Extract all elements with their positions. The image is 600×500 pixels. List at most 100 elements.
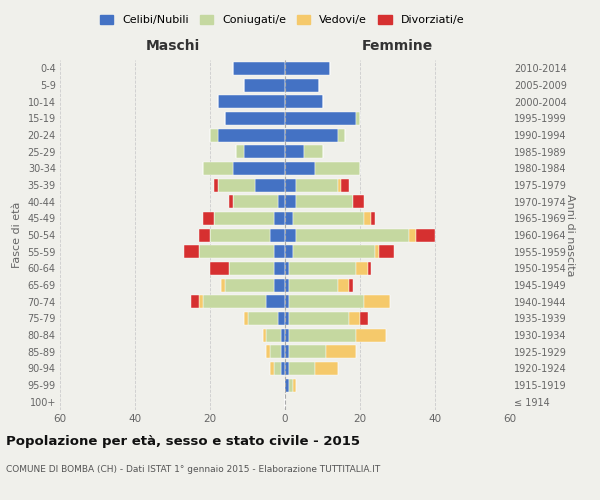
Bar bbox=[326, 345, 356, 358]
Bar bbox=[315, 362, 337, 375]
Bar bbox=[285, 178, 296, 192]
Bar bbox=[274, 362, 281, 375]
Y-axis label: Anni di nascita: Anni di nascita bbox=[565, 194, 575, 276]
Bar bbox=[337, 178, 341, 192]
Bar bbox=[285, 378, 289, 392]
Bar bbox=[248, 312, 277, 325]
Bar bbox=[277, 312, 285, 325]
Bar bbox=[289, 312, 349, 325]
Bar bbox=[293, 245, 375, 258]
Bar bbox=[203, 295, 266, 308]
Bar bbox=[229, 262, 274, 275]
Bar bbox=[285, 245, 293, 258]
Bar bbox=[289, 345, 326, 358]
Bar bbox=[233, 195, 277, 208]
Bar bbox=[289, 262, 356, 275]
Bar bbox=[337, 278, 349, 291]
Bar bbox=[364, 295, 390, 308]
Bar bbox=[289, 362, 315, 375]
Bar bbox=[409, 228, 416, 241]
Bar bbox=[214, 212, 274, 225]
Bar bbox=[210, 128, 218, 141]
Bar bbox=[353, 195, 364, 208]
Text: Femmine: Femmine bbox=[362, 38, 433, 52]
Bar bbox=[236, 145, 244, 158]
Bar bbox=[285, 95, 323, 108]
Bar bbox=[285, 262, 289, 275]
Text: Popolazione per età, sesso e stato civile - 2015: Popolazione per età, sesso e stato civil… bbox=[6, 435, 360, 448]
Bar bbox=[255, 178, 285, 192]
Bar bbox=[210, 262, 229, 275]
Bar bbox=[285, 345, 289, 358]
Bar bbox=[371, 212, 375, 225]
Bar bbox=[285, 162, 315, 175]
Bar bbox=[221, 278, 225, 291]
Bar bbox=[210, 228, 270, 241]
Bar bbox=[199, 295, 203, 308]
Bar bbox=[379, 245, 394, 258]
Bar bbox=[285, 112, 356, 125]
Bar bbox=[266, 328, 281, 342]
Bar bbox=[270, 345, 281, 358]
Bar bbox=[285, 128, 337, 141]
Bar bbox=[285, 312, 289, 325]
Bar bbox=[289, 328, 356, 342]
Bar bbox=[285, 328, 289, 342]
Bar bbox=[225, 112, 285, 125]
Bar bbox=[296, 195, 353, 208]
Bar bbox=[285, 278, 289, 291]
Bar bbox=[337, 128, 345, 141]
Bar bbox=[349, 278, 353, 291]
Bar bbox=[360, 312, 367, 325]
Bar bbox=[244, 145, 285, 158]
Bar bbox=[304, 145, 323, 158]
Bar bbox=[356, 262, 367, 275]
Bar bbox=[225, 278, 274, 291]
Bar bbox=[285, 195, 296, 208]
Text: Maschi: Maschi bbox=[145, 38, 200, 52]
Bar bbox=[266, 295, 285, 308]
Bar bbox=[341, 178, 349, 192]
Bar bbox=[266, 345, 270, 358]
Bar bbox=[191, 295, 199, 308]
Bar bbox=[244, 312, 248, 325]
Bar bbox=[289, 295, 364, 308]
Bar bbox=[274, 245, 285, 258]
Bar bbox=[214, 178, 218, 192]
Bar bbox=[229, 195, 233, 208]
Bar bbox=[285, 78, 319, 92]
Bar bbox=[274, 212, 285, 225]
Bar bbox=[281, 328, 285, 342]
Bar bbox=[263, 328, 266, 342]
Bar bbox=[281, 345, 285, 358]
Bar bbox=[199, 228, 210, 241]
Bar bbox=[285, 212, 293, 225]
Bar bbox=[274, 278, 285, 291]
Bar bbox=[270, 228, 285, 241]
Bar bbox=[203, 212, 214, 225]
Bar bbox=[315, 162, 360, 175]
Bar bbox=[293, 212, 364, 225]
Bar bbox=[199, 245, 274, 258]
Bar bbox=[289, 278, 337, 291]
Bar bbox=[356, 328, 386, 342]
Bar bbox=[274, 262, 285, 275]
Bar bbox=[277, 195, 285, 208]
Bar bbox=[293, 378, 296, 392]
Bar bbox=[289, 378, 293, 392]
Bar bbox=[184, 245, 199, 258]
Bar bbox=[285, 362, 289, 375]
Bar bbox=[296, 228, 409, 241]
Bar bbox=[218, 95, 285, 108]
Bar bbox=[233, 62, 285, 75]
Bar bbox=[416, 228, 435, 241]
Bar bbox=[349, 312, 360, 325]
Bar bbox=[375, 245, 379, 258]
Bar bbox=[285, 145, 304, 158]
Bar bbox=[364, 212, 371, 225]
Legend: Celibi/Nubili, Coniugati/e, Vedovi/e, Divorziati/e: Celibi/Nubili, Coniugati/e, Vedovi/e, Di… bbox=[95, 10, 469, 30]
Bar bbox=[244, 78, 285, 92]
Bar bbox=[203, 162, 233, 175]
Bar bbox=[218, 178, 255, 192]
Bar bbox=[296, 178, 337, 192]
